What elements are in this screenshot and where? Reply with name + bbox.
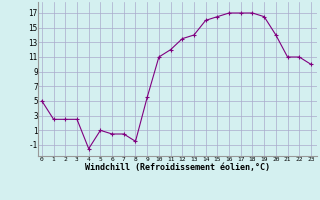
X-axis label: Windchill (Refroidissement éolien,°C): Windchill (Refroidissement éolien,°C) xyxy=(85,163,270,172)
